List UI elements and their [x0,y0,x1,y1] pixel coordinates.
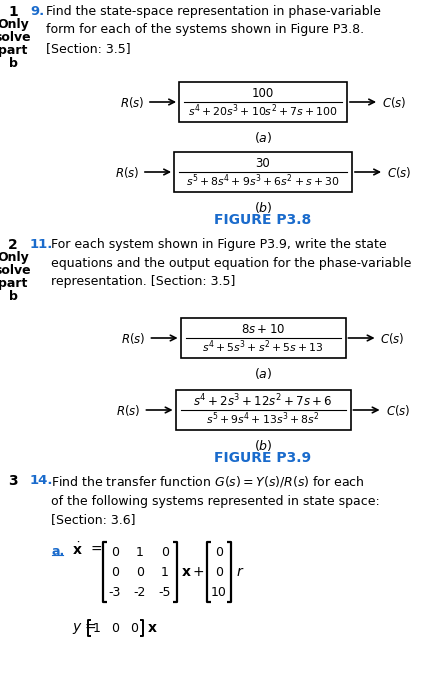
Text: 1: 1 [161,566,169,578]
Text: $C(s)$: $C(s)$ [385,402,410,417]
Text: $s^4+20s^3+10s^2+7s+100$: $s^4+20s^3+10s^2+7s+100$ [188,102,338,119]
Text: -5: -5 [159,585,171,598]
Text: part: part [0,44,28,57]
Text: 30: 30 [256,157,270,169]
Text: 1: 1 [93,622,101,634]
Text: Find the state-space representation in phase-variable
form for each of the syste: Find the state-space representation in p… [46,5,381,55]
Text: part: part [0,277,28,290]
Text: 0: 0 [111,566,119,578]
Text: $y$: $y$ [72,620,83,636]
Text: -3: -3 [109,585,121,598]
Bar [181,318,346,358]
Text: $s^4+2s^3+12s^2+7s+6$: $s^4+2s^3+12s^2+7s+6$ [194,393,333,410]
Text: 0: 0 [136,566,144,578]
Text: $8s+10$: $8s+10$ [241,323,285,336]
Text: $C(s)$: $C(s)$ [387,164,412,179]
Text: $\mathbf{\mathit{(b)}}$: $\mathbf{\mathit{(b)}}$ [254,438,273,453]
Text: $s^5+9s^4+13s^3+8s^2$: $s^5+9s^4+13s^3+8s^2$ [206,410,320,427]
Text: a.: a. [52,545,65,558]
Text: 0: 0 [215,545,223,559]
Text: $C(s)$: $C(s)$ [380,330,405,346]
Text: 100: 100 [252,87,274,99]
Bar [175,390,351,430]
Text: Only: Only [0,18,29,31]
Text: 11.: 11. [30,238,54,251]
Text: solve: solve [0,31,31,44]
Text: 14.: 14. [30,474,54,487]
Text: $R(s)$: $R(s)$ [120,94,144,109]
Text: $C(s)$: $C(s)$ [382,94,406,109]
Text: $\mathbf{x}$: $\mathbf{x}$ [147,621,158,635]
Text: $\mathbf{\mathit{(a)}}$: $\mathbf{\mathit{(a)}}$ [254,366,272,381]
Text: Only: Only [0,251,29,264]
Text: 10: 10 [211,585,227,598]
Text: $\mathbf{\mathit{(a)}}$: $\mathbf{\mathit{(a)}}$ [254,130,272,145]
Text: 2: 2 [8,238,18,252]
Text: 0: 0 [215,566,223,578]
Text: +: + [193,565,205,579]
Text: FIGURE P3.8: FIGURE P3.8 [215,213,312,227]
Text: $R(s)$: $R(s)$ [116,402,140,417]
Text: $s^4+5s^3+s^2+5s+13$: $s^4+5s^3+s^2+5s+13$ [202,339,324,355]
Text: 0: 0 [111,545,119,559]
Bar [174,152,352,192]
Text: 0: 0 [130,622,138,634]
Text: For each system shown in Figure P3.9, write the state
equations and the output e: For each system shown in Figure P3.9, wr… [51,238,411,288]
Text: b: b [8,290,17,303]
Text: 1: 1 [8,5,18,19]
Text: -2: -2 [134,585,146,598]
Text: 1: 1 [136,545,144,559]
Text: =: = [84,621,95,635]
Bar [179,82,347,122]
Text: $R(s)$: $R(s)$ [115,164,139,179]
Text: Find the transfer function $G(s) = Y(s)/R(s)$ for each
of the following systems : Find the transfer function $G(s) = Y(s)/… [51,474,380,526]
Text: 9.: 9. [30,5,44,18]
Text: $\dot{\mathbf{x}}$: $\dot{\mathbf{x}}$ [72,541,83,558]
Text: solve: solve [0,264,31,277]
Text: $R(s)$: $R(s)$ [121,330,145,346]
Text: b: b [8,57,17,70]
Text: $\mathbf{\mathit{(b)}}$: $\mathbf{\mathit{(b)}}$ [254,200,273,215]
Text: $\mathbf{x}$: $\mathbf{x}$ [181,565,192,579]
Text: $r$: $r$ [236,565,244,579]
Text: 3: 3 [8,474,18,488]
Text: FIGURE P3.9: FIGURE P3.9 [215,451,312,465]
Text: 0: 0 [112,622,120,634]
Text: $=$: $=$ [88,541,103,555]
Text: 0: 0 [161,545,169,559]
Text: $s^5+8s^4+9s^3+6s^2+s+30$: $s^5+8s^4+9s^3+6s^2+s+30$ [186,172,340,189]
